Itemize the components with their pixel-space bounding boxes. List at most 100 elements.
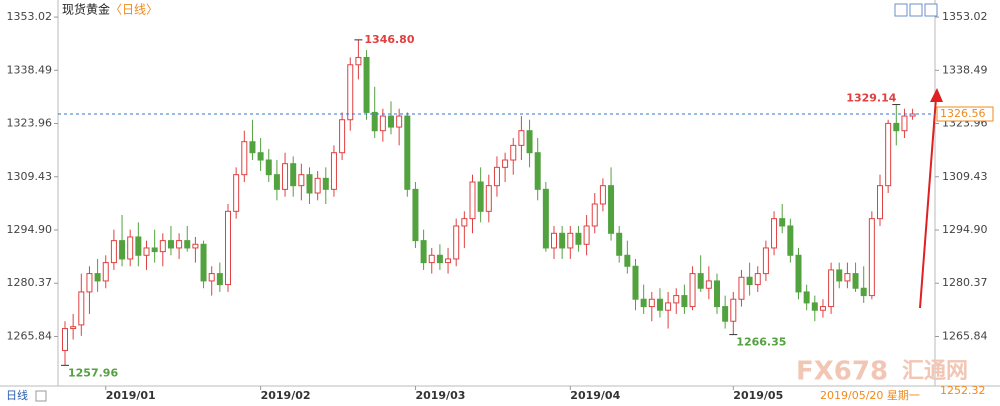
candle-body <box>86 273 93 293</box>
candle-body <box>591 203 598 227</box>
candle-body <box>306 174 313 194</box>
candle-body <box>648 298 655 308</box>
watermark: FX678 <box>796 357 888 387</box>
x-tick-label: 2019/02 <box>261 389 311 402</box>
y-tick-label: 1353.02 <box>7 10 53 23</box>
candle-body <box>298 174 305 187</box>
candle-body <box>819 306 826 311</box>
candle-body <box>396 115 403 128</box>
candle-body <box>665 302 672 311</box>
candle-body <box>901 115 908 132</box>
candle-body <box>852 273 859 289</box>
x-tick-label: 2019/03 <box>415 389 465 402</box>
candle-body <box>192 243 199 249</box>
candle-body <box>119 240 126 260</box>
candle-body <box>200 243 207 282</box>
candle-body <box>673 295 680 304</box>
candle-body <box>844 273 851 282</box>
candle-body <box>70 326 77 330</box>
candle-body <box>290 163 297 187</box>
candle-body <box>257 152 264 161</box>
candle-body <box>518 130 525 146</box>
period-dropdown[interactable] <box>35 390 47 402</box>
y-tick-label: 1323.96 <box>7 117 53 130</box>
arrow-shaft <box>919 97 937 309</box>
candle-body <box>241 141 248 176</box>
candle-body <box>339 119 346 154</box>
tool-icon[interactable] <box>909 3 923 17</box>
candle-body <box>216 273 223 286</box>
candle-body <box>330 152 337 190</box>
high-label: 1346.80 <box>364 33 414 46</box>
candle-body <box>62 328 68 352</box>
candle-body <box>282 163 289 190</box>
candle-body <box>714 280 720 308</box>
candle-body <box>208 273 215 282</box>
candle-body <box>828 269 835 308</box>
candle-body <box>404 115 411 190</box>
chart-title: 现货黄金 <box>62 2 110 17</box>
candle-body <box>583 225 590 245</box>
candle-body <box>681 295 688 308</box>
candle-body <box>640 298 647 308</box>
candle-body <box>787 225 794 256</box>
candle-body <box>371 111 378 132</box>
candle-body <box>314 177 321 194</box>
tool-icon[interactable] <box>924 3 938 17</box>
candle-body <box>616 232 623 256</box>
candle-body <box>127 236 134 260</box>
candle-body <box>689 273 696 308</box>
candle-body <box>355 56 362 66</box>
low-label: 1266.35 <box>736 336 786 349</box>
y2-tick-label: 1280.37 <box>942 276 988 289</box>
candle-body <box>225 210 231 286</box>
candle-body <box>233 174 240 212</box>
tool-icon[interactable] <box>894 3 908 17</box>
candle-body <box>249 141 256 154</box>
toolbar[interactable] <box>894 3 938 17</box>
candle-body <box>184 240 191 249</box>
candle-body <box>110 240 117 264</box>
x-tick-label: 2019/05 <box>733 389 783 402</box>
candle-body <box>469 181 476 220</box>
candle-body <box>379 115 386 132</box>
candle-body <box>779 218 786 227</box>
period-selector[interactable]: 日线 <box>6 388 28 402</box>
y2-tick-label: 1338.49 <box>942 63 988 76</box>
x-tick-label: 2019/04 <box>570 389 620 402</box>
candle-body <box>551 232 557 249</box>
candle-body <box>575 232 582 245</box>
candle-body <box>705 280 712 289</box>
watermark-cn: 汇通网 <box>902 359 968 384</box>
candle-body <box>265 159 272 176</box>
high-label: 1329.14 <box>846 92 896 105</box>
candle-body <box>746 276 753 286</box>
y2-tick-label: 1353.02 <box>942 10 988 23</box>
candle-body <box>78 291 85 326</box>
candle-body <box>697 273 704 289</box>
candle-body <box>510 144 517 161</box>
candle-body <box>656 298 663 311</box>
cursor-date: 2019/05/20 星期一 <box>820 389 920 402</box>
candle-body <box>526 130 533 154</box>
y-tick-label: 1265.84 <box>7 329 53 342</box>
candle-body <box>877 185 883 220</box>
candle-body <box>559 232 566 249</box>
last-price-box <box>936 106 994 122</box>
candle-body <box>420 240 427 264</box>
y-tick-label: 1338.49 <box>7 63 53 76</box>
cursor-price: 1252.32 <box>940 384 986 397</box>
candle-body <box>754 273 761 286</box>
candle-body <box>836 269 843 282</box>
candle-body <box>412 188 419 242</box>
candle-body <box>632 265 639 300</box>
candle-body <box>893 122 900 132</box>
low-label: 1257.96 <box>68 366 118 379</box>
candle-body <box>322 177 329 190</box>
candle-body <box>795 254 802 293</box>
candle-body <box>477 181 484 212</box>
y-tick-label: 1309.43 <box>7 170 53 183</box>
candle-body <box>771 218 778 249</box>
